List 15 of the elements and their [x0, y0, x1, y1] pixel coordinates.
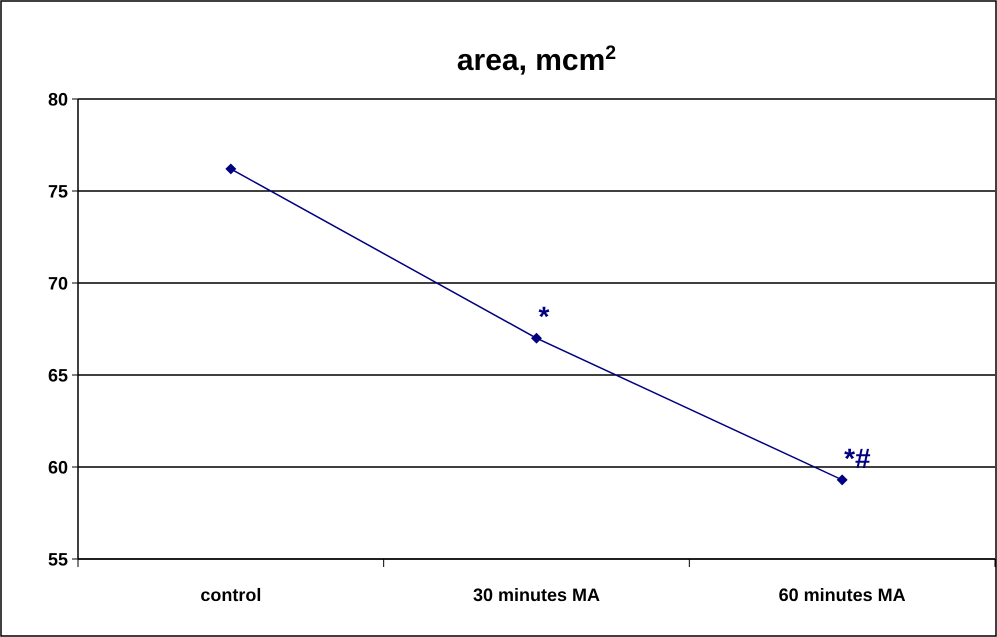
y-tick-label: 75: [48, 181, 68, 202]
annotation: *#: [844, 442, 872, 474]
y-tick-label: 70: [48, 273, 68, 294]
chart-title: area, mcm$^{2}$: [456, 42, 616, 77]
x-tick-label: 60 minutes MA: [778, 585, 906, 605]
point: [225, 163, 236, 174]
y-tick-label: 80: [48, 89, 68, 110]
x-tick-label: control: [200, 585, 262, 605]
y-tick-label: 55: [48, 549, 68, 570]
annotation: *: [538, 301, 550, 332]
y-tick-label: 60: [48, 457, 68, 478]
x-tick-label: 30 minutes MA: [472, 585, 600, 605]
y-tick-label: 65: [48, 365, 68, 386]
point: [531, 332, 542, 344]
point: [836, 474, 848, 486]
